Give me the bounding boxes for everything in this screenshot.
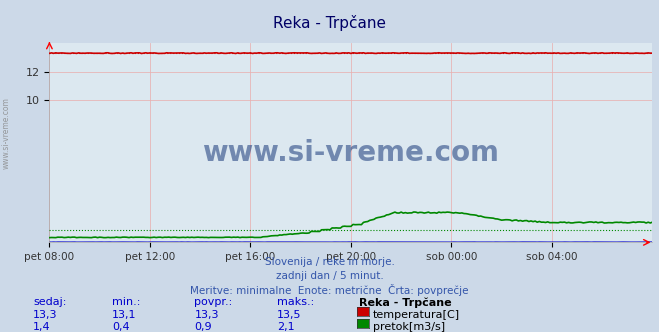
Text: Reka - Trpčane: Reka - Trpčane [359, 297, 452, 308]
Text: www.si-vreme.com: www.si-vreme.com [202, 139, 500, 167]
Text: povpr.:: povpr.: [194, 297, 233, 307]
Text: Reka - Trpčane: Reka - Trpčane [273, 15, 386, 31]
Text: 13,1: 13,1 [112, 310, 136, 320]
Text: Meritve: minimalne  Enote: metrične  Črta: povprečje: Meritve: minimalne Enote: metrične Črta:… [190, 284, 469, 296]
Text: 13,3: 13,3 [194, 310, 219, 320]
Text: 13,3: 13,3 [33, 310, 57, 320]
Text: 0,4: 0,4 [112, 322, 130, 332]
Text: Slovenija / reke in morje.: Slovenija / reke in morje. [264, 257, 395, 267]
Text: sedaj:: sedaj: [33, 297, 67, 307]
Text: temperatura[C]: temperatura[C] [373, 310, 460, 320]
Text: min.:: min.: [112, 297, 140, 307]
Text: pretok[m3/s]: pretok[m3/s] [373, 322, 445, 332]
Text: 1,4: 1,4 [33, 322, 51, 332]
Text: 2,1: 2,1 [277, 322, 295, 332]
Text: 0,9: 0,9 [194, 322, 212, 332]
Text: www.si-vreme.com: www.si-vreme.com [2, 97, 11, 169]
Text: maks.:: maks.: [277, 297, 314, 307]
Text: 13,5: 13,5 [277, 310, 301, 320]
Text: zadnji dan / 5 minut.: zadnji dan / 5 minut. [275, 271, 384, 281]
